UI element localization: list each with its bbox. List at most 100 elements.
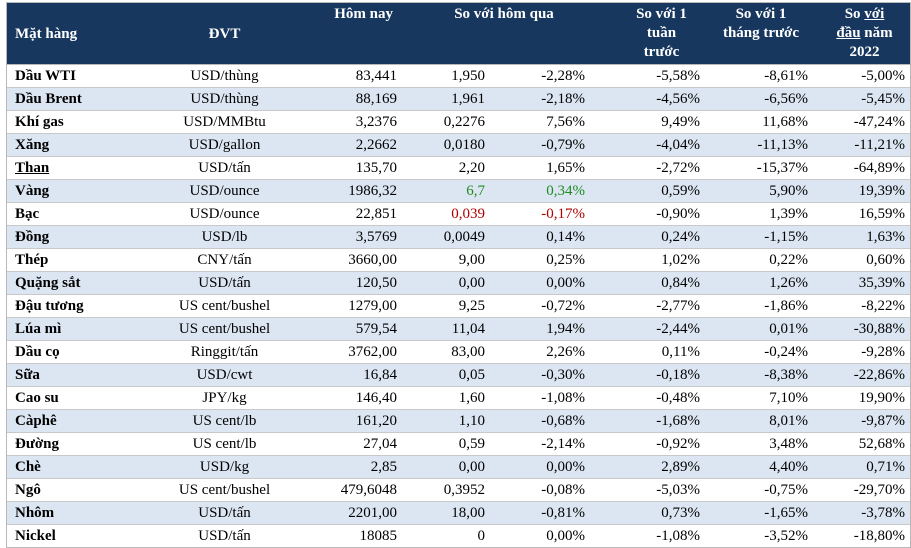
change-vs-yesterday-cell: 1,961 — [451, 91, 485, 107]
table-row: Cao su JPY/kg 146,40 1,60 -1,08% -0,48% 7,10% 1… — [7, 387, 910, 410]
pct-vs-week-cell: -4,04% — [656, 137, 700, 153]
unit-cell: USD/tấn — [198, 160, 251, 176]
pct-vs-month-cell: 1,39% — [769, 206, 808, 222]
pct-vs-yesterday-cell: -0,08% — [541, 482, 585, 498]
pct-vs-month-cell: -6,56% — [764, 91, 808, 107]
table-row: Đường US cent/lb 27,04 0,59 -2,14% -0,92% 3,48… — [7, 433, 910, 456]
pct-vs-yesterday-cell: -0,68% — [541, 413, 585, 429]
pct-vs-year-start-cell: 19,90% — [858, 390, 905, 406]
commodity-name-cell: Đường — [15, 436, 59, 452]
table-body: Dầu WTI USD/thùng 83,441 1,950 -2,28% -5,58% -… — [7, 65, 910, 547]
header-commodity: Mặt hàng — [15, 26, 78, 42]
pct-vs-year-start-cell: -22,86% — [853, 367, 905, 383]
pct-vs-week-cell: -2,44% — [656, 321, 700, 337]
change-vs-yesterday-cell: 0,59 — [458, 436, 485, 452]
pct-vs-month-cell: 1,26% — [769, 275, 808, 291]
header-unit: ĐVT — [208, 26, 241, 42]
pct-vs-month-cell: 5,90% — [769, 183, 808, 199]
table-row: Chè USD/kg 2,85 0,00 0,00% 2,89% 4,40% 0,71% — [7, 456, 910, 479]
today-price-cell: 2,85 — [370, 459, 397, 475]
today-price-cell: 1986,32 — [348, 183, 397, 199]
today-price-cell: 3660,00 — [348, 252, 397, 268]
pct-vs-year-start-cell: 52,68% — [858, 436, 905, 452]
pct-vs-month-cell: -1,15% — [764, 229, 808, 245]
pct-vs-yesterday-cell: -0,30% — [541, 367, 585, 383]
commodity-name-cell: Ngô — [15, 482, 41, 498]
commodity-name-cell: Đồng — [15, 229, 50, 245]
table-row: Đồng USD/lb 3,5769 0,0049 0,14% 0,24% -1,15% 1,… — [7, 226, 910, 249]
today-price-cell: 3762,00 — [348, 344, 397, 360]
change-vs-yesterday-cell: 0,0180 — [443, 137, 485, 153]
today-price-cell: 3,5769 — [355, 229, 397, 245]
commodity-name-cell: Xăng — [15, 137, 50, 153]
table-row: Ngô US cent/bushel 479,6048 0,3952 -0,08% -5,… — [7, 479, 910, 502]
today-price-cell: 1279,00 — [348, 298, 397, 314]
unit-cell: USD/ounce — [189, 206, 260, 222]
today-price-cell: 161,20 — [355, 413, 397, 429]
pct-vs-yesterday-cell: -2,14% — [541, 436, 585, 452]
header-vs-month: So với 1 tháng trước — [704, 3, 812, 64]
pct-vs-year-start-cell: -8,22% — [861, 298, 905, 314]
header-vs-week-line1: So với 1 — [636, 6, 687, 22]
pct-vs-year-start-cell: -29,70% — [853, 482, 905, 498]
commodity-name-cell: Bạc — [15, 206, 40, 222]
pct-vs-year-start-cell: -3,78% — [861, 505, 905, 521]
commodity-name-cell: Quặng sắt — [15, 275, 81, 291]
pct-vs-yesterday-cell: 2,26% — [546, 344, 585, 360]
pct-vs-year-start-cell: -5,00% — [861, 68, 905, 84]
commodity-name-cell: Đậu tương — [15, 298, 84, 314]
today-price-cell: 146,40 — [355, 390, 397, 406]
table-row: Thép CNY/tấn 3660,00 9,00 0,25% 1,02% 0,22% 0,6… — [7, 249, 910, 272]
change-vs-yesterday-cell: 0,039 — [451, 206, 485, 222]
change-vs-yesterday-cell: 1,950 — [451, 68, 485, 84]
pct-vs-yesterday-cell: -0,81% — [541, 505, 585, 521]
change-vs-yesterday-cell: 1,10 — [458, 413, 485, 429]
change-vs-yesterday-cell: 9,25 — [458, 298, 485, 314]
pct-vs-year-start-cell: -47,24% — [853, 114, 905, 130]
header-vs-month-line1: So với 1 — [735, 6, 787, 22]
today-price-cell: 22,851 — [355, 206, 397, 222]
commodity-name-cell: Dầu Brent — [15, 91, 82, 107]
header-vs-week-line2: tuần — [646, 25, 677, 41]
today-price-cell: 27,04 — [363, 436, 397, 452]
pct-vs-yesterday-cell: 0,00% — [546, 459, 585, 475]
unit-cell: USD/cwt — [196, 367, 253, 383]
pct-vs-week-cell: 0,59% — [661, 183, 700, 199]
pct-vs-week-cell: 0,11% — [661, 344, 700, 360]
change-vs-yesterday-cell: 0 — [477, 528, 486, 544]
header-vs-month-line2: tháng trước — [722, 25, 800, 41]
header-vs-year-line3: 2022 — [849, 44, 880, 60]
pct-vs-yesterday-cell: 0,25% — [546, 252, 585, 268]
pct-vs-month-cell: 11,68% — [762, 114, 808, 130]
unit-cell: USD/thùng — [190, 68, 259, 84]
pct-vs-year-start-cell: -5,45% — [861, 91, 905, 107]
change-vs-yesterday-cell: 1,60 — [458, 390, 485, 406]
table-row: Quặng sắt USD/tấn 120,50 0,00 0,00% 0,84% 1,26… — [7, 272, 910, 295]
unit-cell: USD/gallon — [188, 137, 261, 153]
pct-vs-week-cell: 0,84% — [661, 275, 700, 291]
header-vs-yesterday: So với hôm qua — [454, 6, 554, 22]
commodity-name-cell: Khí gas — [15, 114, 64, 130]
pct-vs-yesterday-cell: 0,34% — [546, 183, 585, 199]
pct-vs-week-cell: -5,58% — [656, 68, 700, 84]
unit-cell: US cent/bushel — [178, 321, 271, 337]
header-vs-year-nam: năm — [860, 25, 893, 41]
unit-cell: US cent/bushel — [178, 482, 271, 498]
today-price-cell: 2,2662 — [355, 137, 397, 153]
pct-vs-week-cell: -0,92% — [656, 436, 700, 452]
header-vs-year-start: So với đầu năm 2022 — [812, 3, 909, 64]
table-row: Dầu Brent USD/thùng 88,169 1,961 -2,18% -4,56… — [7, 88, 910, 111]
pct-vs-yesterday-cell: 1,65% — [546, 160, 585, 176]
pct-vs-week-cell: -1,68% — [656, 413, 700, 429]
header-vs-week: So với 1 tuần trước — [589, 3, 704, 64]
table-row: Dầu cọ Ringgit/tấn 3762,00 83,00 2,26% 0,11% -… — [7, 341, 910, 364]
pct-vs-yesterday-cell: -0,72% — [541, 298, 585, 314]
commodity-name-cell: Chè — [15, 459, 41, 475]
pct-vs-month-cell: 7,10% — [769, 390, 808, 406]
change-vs-yesterday-cell: 9,00 — [458, 252, 485, 268]
pct-vs-week-cell: 2,89% — [661, 459, 700, 475]
pct-vs-yesterday-cell: -2,18% — [541, 91, 585, 107]
change-vs-yesterday-cell: 0,00 — [458, 459, 485, 475]
pct-vs-year-start-cell: -30,88% — [853, 321, 905, 337]
table-row: Lúa mì US cent/bushel 579,54 11,04 1,94% -2,4… — [7, 318, 910, 341]
